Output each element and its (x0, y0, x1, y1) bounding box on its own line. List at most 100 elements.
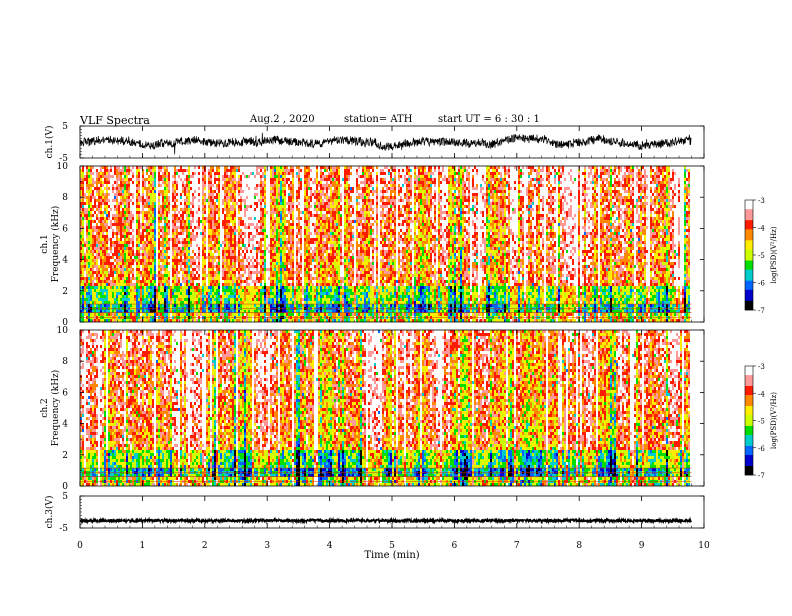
spectrogram-cell (194, 178, 196, 181)
spectrogram-cell (186, 280, 188, 283)
spectrogram-cell (122, 286, 124, 289)
spectrogram-cell (140, 196, 142, 199)
spectrogram-cell (224, 166, 226, 169)
spectrogram-cell (162, 286, 164, 289)
spectrogram-cell (114, 178, 116, 181)
spectrogram-cell (92, 280, 94, 283)
spectrogram-cell (152, 175, 154, 178)
spectrogram-cell (152, 205, 154, 208)
spectrogram-cell (84, 280, 86, 283)
spectrogram-cell (86, 295, 88, 298)
spectrogram-cell (200, 184, 202, 187)
spectrogram-cell (216, 247, 218, 250)
spectrogram-cell (140, 172, 142, 175)
spectrogram-cell (132, 211, 134, 214)
spectrogram-cell (86, 319, 88, 322)
spectrogram-cell (86, 226, 88, 229)
spectrogram-cell (220, 226, 222, 229)
spectrogram-cell (174, 262, 176, 265)
spectrogram-cell (196, 286, 198, 289)
spectrogram-cell (112, 184, 114, 187)
spectrogram-cell (130, 217, 132, 220)
spectrogram-cell (138, 217, 140, 220)
spectrogram-cell (216, 286, 218, 289)
spectrogram-cell (192, 256, 194, 259)
spectrogram-cell (144, 313, 146, 316)
spectrogram-cell (100, 172, 102, 175)
spectrogram-cell (98, 271, 100, 274)
spectrogram-cell (214, 232, 216, 235)
spectrogram-cell (166, 226, 168, 229)
spectrogram-cell (96, 313, 98, 316)
spectrogram-cell (218, 208, 220, 211)
spectrogram-cell (110, 274, 112, 277)
spectrogram-cell (180, 274, 182, 277)
spectrogram-cell (82, 178, 84, 181)
spectrogram-cell (102, 280, 104, 283)
spectrogram-cell (84, 226, 86, 229)
spectrogram-cell (218, 226, 220, 229)
spectrogram-cell (102, 175, 104, 178)
spectrogram-cell (150, 220, 152, 223)
spectrogram-cell (102, 250, 104, 253)
spectrogram-cell (122, 220, 124, 223)
spectrogram-cell (214, 193, 216, 196)
spectrogram-cell (120, 244, 122, 247)
spectrogram-cell (82, 313, 84, 316)
spectrogram-cell (100, 283, 102, 286)
spectrogram-cell (120, 286, 122, 289)
spectrogram-cell (136, 217, 138, 220)
spectrogram-cell (128, 238, 130, 241)
spectrogram-cell (146, 319, 148, 322)
spectrogram-cell (222, 214, 224, 217)
spectrogram-cell (174, 247, 176, 250)
spectrogram-cell (198, 208, 200, 211)
spectrogram-cell (214, 262, 216, 265)
spectrogram-cell (184, 181, 186, 184)
spectrogram-cell (130, 220, 132, 223)
spectrogram-cell (174, 166, 176, 169)
spectrogram-cell (178, 190, 180, 193)
spectrogram-cell (158, 304, 160, 307)
spectrogram-cell (182, 301, 184, 304)
spectrogram-cell (214, 241, 216, 244)
spectrogram-cell (112, 193, 114, 196)
spectrogram-cell (108, 175, 110, 178)
spectrogram-cell (114, 238, 116, 241)
spectrogram-cell (98, 232, 100, 235)
spectrogram-cell (156, 178, 158, 181)
spectrogram-cell (162, 274, 164, 277)
spectrogram-cell (112, 319, 114, 322)
spectrogram-cell (118, 238, 120, 241)
spectrogram-cell (186, 301, 188, 304)
spectrogram-cell (184, 169, 186, 172)
spectrogram-cell (100, 208, 102, 211)
spectrogram-cell (104, 214, 106, 217)
spectrogram-cell (158, 283, 160, 286)
spectrogram-cell (222, 217, 224, 220)
spectrogram-cell (202, 166, 204, 169)
spectrogram-cell (92, 277, 94, 280)
spectrogram-cell (132, 298, 134, 301)
spectrogram-cell (180, 298, 182, 301)
spectrogram-cell (198, 289, 200, 292)
spectrogram-cell (164, 223, 166, 226)
spectrogram-cell (132, 187, 134, 190)
spectrogram-cell (140, 298, 142, 301)
spectrogram-cell (162, 319, 164, 322)
spectrogram-cell (126, 205, 128, 208)
spectrogram-cell (166, 271, 168, 274)
spectrogram-cell (122, 223, 124, 226)
spectrogram-cell (188, 217, 190, 220)
spectrogram-cell (86, 166, 88, 169)
spectrogram-cell (220, 193, 222, 196)
spectrogram-cell (218, 268, 220, 271)
spectrogram-cell (146, 247, 148, 250)
spectrogram-cell (136, 184, 138, 187)
spectrogram-cell (190, 298, 192, 301)
spectrogram-cell (126, 211, 128, 214)
spectrogram-cell (204, 208, 206, 211)
spectrogram-cell (150, 283, 152, 286)
spectrogram-cell (86, 205, 88, 208)
spectrogram-cell (98, 208, 100, 211)
